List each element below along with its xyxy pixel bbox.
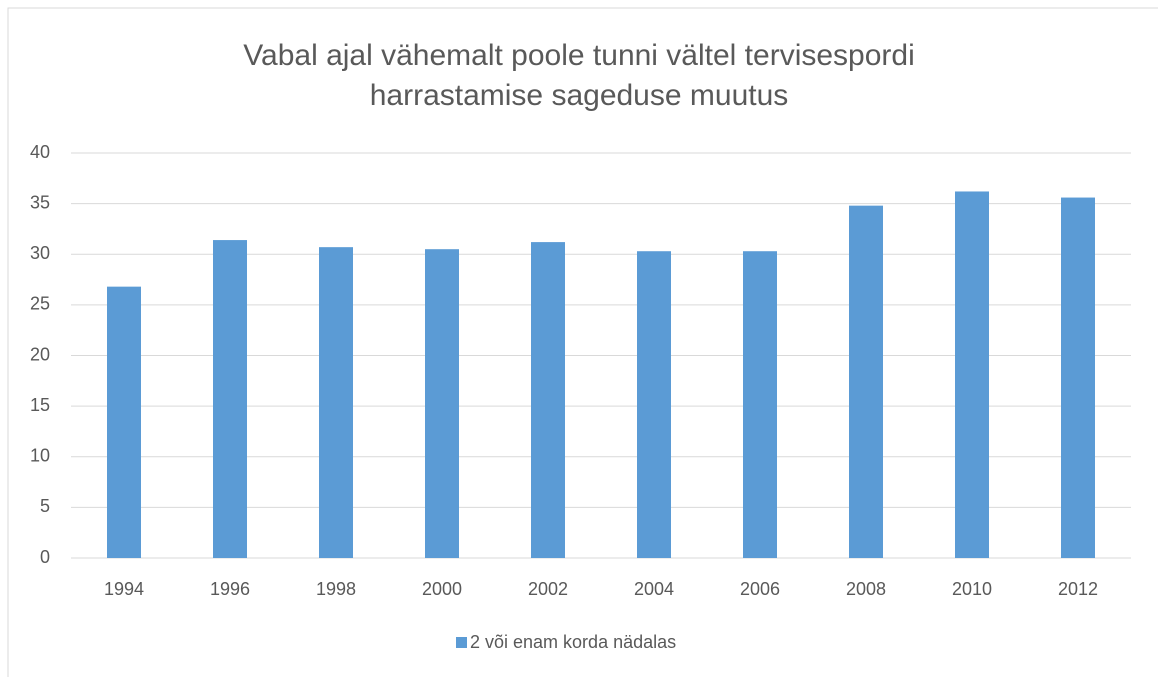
y-tick-label: 20 <box>30 344 50 364</box>
bar <box>531 242 565 558</box>
bar <box>213 240 247 558</box>
x-tick-label: 2000 <box>422 579 462 599</box>
bar <box>107 286 141 558</box>
bar <box>849 205 883 558</box>
legend-label: 2 või enam korda nädalas <box>470 632 676 652</box>
bar <box>955 191 989 558</box>
bar <box>743 251 777 558</box>
x-tick-label: 2004 <box>634 579 674 599</box>
y-tick-label: 5 <box>40 496 50 516</box>
bar <box>319 247 353 558</box>
y-tick-label: 0 <box>40 547 50 567</box>
legend-swatch <box>456 637 467 648</box>
bar <box>637 251 671 558</box>
x-tick-label: 1998 <box>316 579 356 599</box>
y-tick-label: 35 <box>30 192 50 212</box>
x-tick-label: 1996 <box>210 579 250 599</box>
chart-title: Vabal ajal vähemalt poole tunni vältel t… <box>243 39 915 112</box>
x-tick-label: 2008 <box>846 579 886 599</box>
x-tick-label: 2010 <box>952 579 992 599</box>
bar <box>1061 197 1095 559</box>
y-tick-label: 25 <box>30 294 50 314</box>
x-tick-label: 2012 <box>1058 579 1098 599</box>
y-tick-label: 10 <box>30 446 50 466</box>
y-tick-label: 30 <box>30 243 50 263</box>
chart-border <box>7 7 1158 677</box>
x-tick-label: 1994 <box>104 579 144 599</box>
y-tick-label: 40 <box>30 142 50 162</box>
y-tick-label: 15 <box>30 395 50 415</box>
bar <box>425 249 459 558</box>
x-tick-label: 2006 <box>740 579 780 599</box>
x-tick-label: 2002 <box>528 579 568 599</box>
